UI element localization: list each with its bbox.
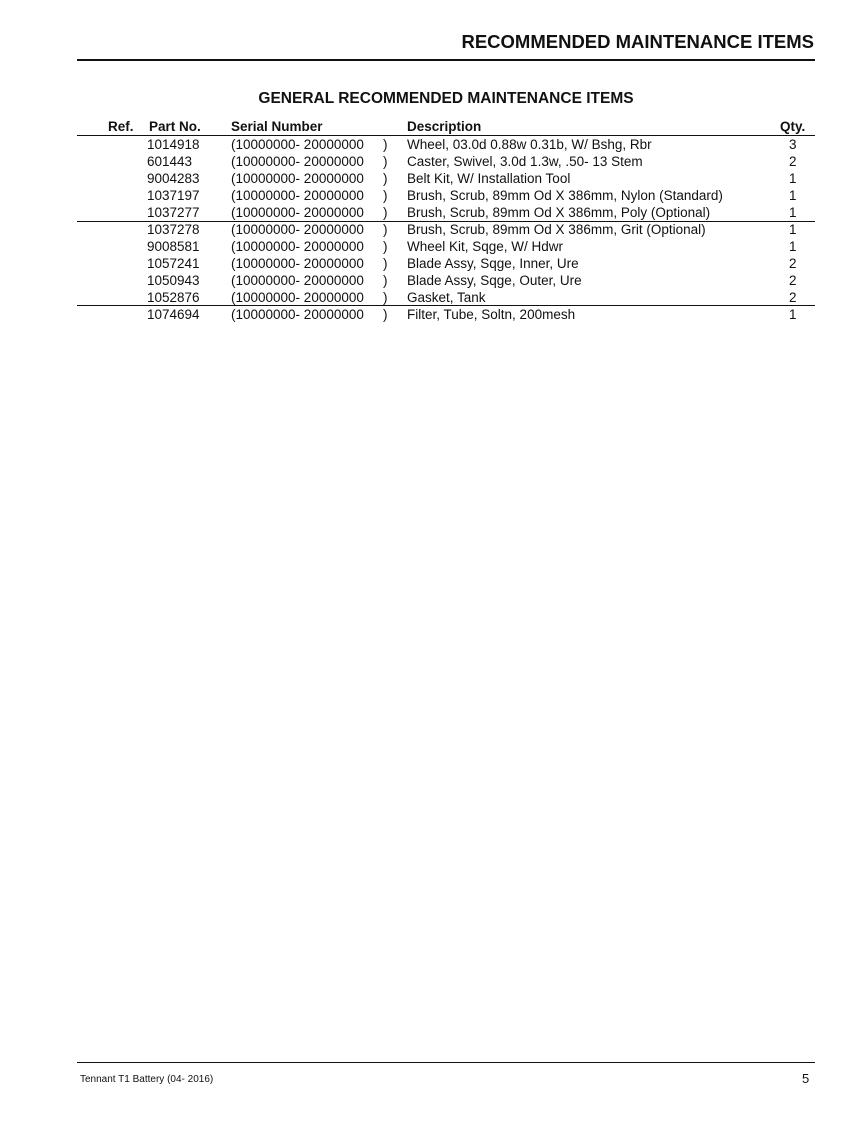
table-row: 9004283 (10000000- 20000000) Belt Kit, W/ … <box>0 171 866 188</box>
table-row: 1037277 (10000000- 20000000) Brush, Scrub,… <box>0 205 866 222</box>
serial-number: (10000000- 20000000 <box>231 188 364 203</box>
part-number: 1037197 <box>147 188 200 203</box>
description: Blade Assy, Sqge, Inner, Ure <box>407 256 579 271</box>
part-number: 1074694 <box>147 307 200 322</box>
serial-number: (10000000- 20000000 <box>231 239 364 254</box>
serial-close: ) <box>383 239 388 254</box>
serial-close: ) <box>383 256 388 271</box>
serial-close: ) <box>383 290 388 305</box>
table-row: 1037197 (10000000- 20000000) Brush, Scrub,… <box>0 188 866 205</box>
description: Brush, Scrub, 89mm Od X 386mm, Nylon (St… <box>407 188 723 203</box>
table-row: 1057241 (10000000- 20000000) Blade Assy, S… <box>0 256 866 273</box>
part-number: 601443 <box>147 154 193 169</box>
column-header-part-no: Part No. <box>149 119 201 134</box>
header-divider <box>77 59 815 61</box>
serial-number: (10000000- 20000000 <box>231 222 364 237</box>
footer-divider <box>77 1062 815 1064</box>
quantity: 1 <box>789 222 797 237</box>
description: Brush, Scrub, 89mm Od X 386mm, Grit (Opt… <box>407 222 706 237</box>
serial-close: ) <box>383 307 388 322</box>
part-number: 1050943 <box>147 273 200 288</box>
serial-number: (10000000- 20000000 <box>231 307 364 322</box>
quantity: 1 <box>789 205 797 220</box>
table-row: 1037278 (10000000- 20000000) Brush, Scrub,… <box>0 222 866 239</box>
table-row: 9008581 (10000000- 20000000) Wheel Kit, Sq… <box>0 239 866 256</box>
quantity: 1 <box>789 239 797 254</box>
description: Caster, Swivel, 3.0d 1.3w, .50- 13 Stem <box>407 154 643 169</box>
description: Blade Assy, Sqge, Outer, Ure <box>407 273 582 288</box>
part-number: 1037277 <box>147 205 200 220</box>
page-header-title: RECOMMENDED MAINTENANCE ITEMS <box>461 31 814 52</box>
quantity: 2 <box>789 154 797 169</box>
part-number: 1057241 <box>147 256 200 271</box>
footer-text: Tennant T1 Battery (04- 2016) <box>80 1074 214 1085</box>
quantity: 2 <box>789 290 797 305</box>
section-title: GENERAL RECOMMENDED MAINTENANCE ITEMS <box>258 90 634 107</box>
serial-close: ) <box>383 154 388 169</box>
part-number: 9008581 <box>147 239 200 254</box>
part-number: 1052876 <box>147 290 200 305</box>
serial-close: ) <box>383 273 388 288</box>
table-row: 1014918 (10000000- 20000000) Wheel, 03.0d … <box>0 137 866 154</box>
table-row: 1052876 (10000000- 20000000) Gasket, Tank 2 <box>0 290 866 307</box>
quantity: 1 <box>789 188 797 203</box>
column-header-description: Description <box>407 119 482 134</box>
table-group-rule <box>77 305 815 307</box>
quantity: 2 <box>789 273 797 288</box>
table-header-rule <box>77 135 815 137</box>
description: Belt Kit, W/ Installation Tool <box>407 171 571 186</box>
serial-number: (10000000- 20000000 <box>231 256 364 271</box>
table-row: 1050943 (10000000- 20000000) Blade Assy, S… <box>0 273 866 290</box>
serial-number: (10000000- 20000000 <box>231 273 364 288</box>
serial-close: ) <box>383 188 388 203</box>
serial-number: (10000000- 20000000 <box>231 137 364 152</box>
serial-number: (10000000- 20000000 <box>231 154 364 169</box>
description: Filter, Tube, Soltn, 200mesh <box>407 307 576 322</box>
page-number: 5 <box>802 1071 810 1086</box>
description: Gasket, Tank <box>407 290 486 305</box>
part-number: 9004283 <box>147 171 200 186</box>
serial-close: ) <box>383 222 388 237</box>
description: Wheel, 03.0d 0.88w 0.31b, W/ Bshg, Rbr <box>407 137 652 152</box>
quantity: 3 <box>789 137 797 152</box>
table-row: 1074694 (10000000- 20000000) Filter, Tube,… <box>0 307 866 324</box>
serial-number: (10000000- 20000000 <box>231 205 364 220</box>
quantity: 1 <box>789 307 797 322</box>
table-group-rule <box>77 221 815 223</box>
serial-close: ) <box>383 205 388 220</box>
part-number: 1014918 <box>147 137 200 152</box>
table-row: 601443 (10000000- 20000000) Caster, Swivel… <box>0 154 866 171</box>
serial-close: ) <box>383 137 388 152</box>
serial-close: ) <box>383 171 388 186</box>
column-header-qty: Qty. <box>780 119 806 134</box>
column-header-ref: Ref. <box>108 119 134 134</box>
column-header-serial: Serial Number <box>231 119 323 134</box>
description: Wheel Kit, Sqge, W/ Hdwr <box>407 239 564 254</box>
serial-number: (10000000- 20000000 <box>231 290 364 305</box>
description: Brush, Scrub, 89mm Od X 386mm, Poly (Opt… <box>407 205 711 220</box>
quantity: 1 <box>789 171 797 186</box>
serial-number: (10000000- 20000000 <box>231 171 364 186</box>
part-number: 1037278 <box>147 222 200 237</box>
quantity: 2 <box>789 256 797 271</box>
